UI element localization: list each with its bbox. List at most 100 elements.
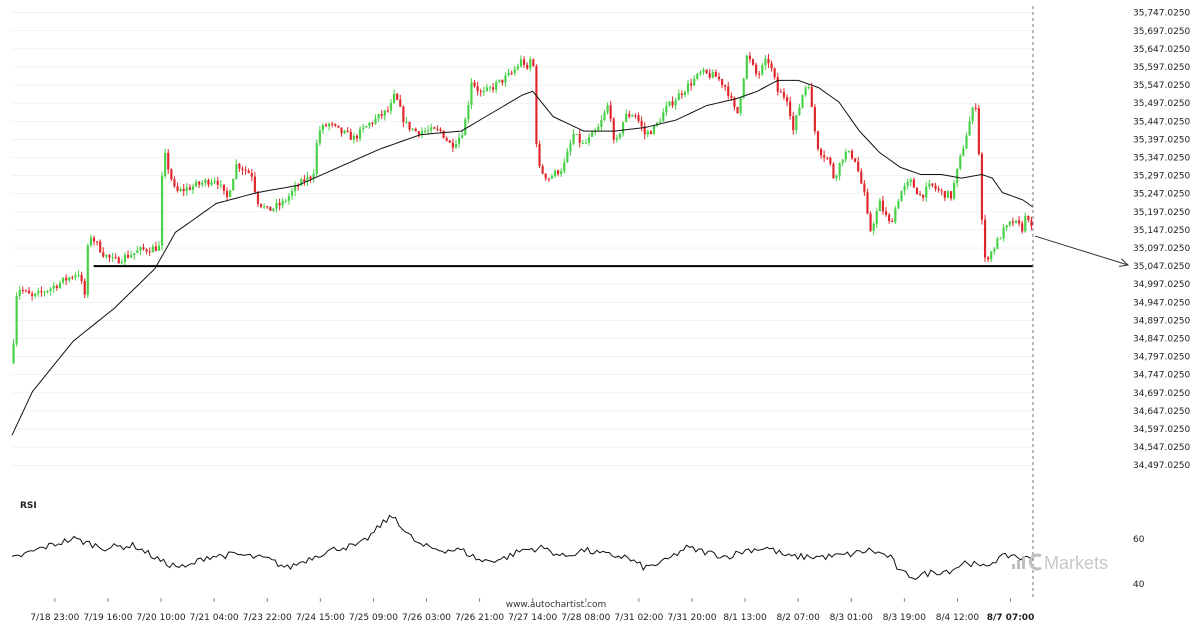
candle-body <box>696 73 699 79</box>
candle-body <box>609 105 612 119</box>
candle-body <box>213 180 216 183</box>
time-tick-label: 7/27 14:00 <box>508 613 557 623</box>
candle-body <box>668 101 671 106</box>
rsi-tick-label: 60 <box>1133 535 1145 545</box>
candle-body <box>68 277 71 281</box>
candle-body <box>216 180 219 185</box>
price-tick-label: 34,647.0250 <box>1133 407 1191 417</box>
candle-body <box>272 208 275 211</box>
candle-body <box>516 66 519 70</box>
candle-body <box>411 128 414 130</box>
candle-body <box>442 130 445 139</box>
candle-body <box>485 87 489 91</box>
candle-body <box>414 128 417 132</box>
candle-body <box>321 124 325 131</box>
price-tick-label: 34,997.0250 <box>1133 280 1191 290</box>
candle-body <box>804 87 807 95</box>
candle-body <box>662 112 665 122</box>
price-tick-label: 34,747.0250 <box>1133 371 1191 381</box>
candle-body <box>423 130 427 132</box>
candle-body <box>408 121 411 130</box>
time-tick-label: 8/3 01:00 <box>830 613 874 623</box>
candle-body <box>256 191 260 204</box>
candle-body <box>785 97 789 102</box>
candle-body <box>724 85 727 87</box>
candle-body <box>529 59 532 69</box>
candle-body <box>328 123 331 127</box>
candle-body <box>389 102 393 111</box>
candle-body <box>1014 220 1018 223</box>
candle-body <box>823 155 826 158</box>
candle-body <box>315 143 318 174</box>
candle-body <box>717 76 721 80</box>
candle-body <box>900 191 903 202</box>
price-tick-label: 34,497.0250 <box>1133 461 1191 471</box>
candle-body <box>637 115 640 121</box>
candle-body <box>309 176 312 179</box>
candle-body <box>776 77 779 92</box>
candle-body <box>244 169 247 171</box>
candle-body <box>504 75 507 83</box>
candle-body <box>563 162 566 172</box>
candle-body <box>281 200 284 206</box>
candle-body <box>720 79 724 86</box>
candle-body <box>15 295 18 344</box>
candle-body <box>693 78 696 86</box>
price-tick-label: 34,897.0250 <box>1133 316 1191 326</box>
candle-body <box>863 183 866 193</box>
candle-body <box>767 58 770 64</box>
candle-body <box>232 178 235 191</box>
candle-body <box>365 125 368 128</box>
candle-body <box>80 274 83 281</box>
candle-body <box>928 183 931 187</box>
candle-body <box>566 151 569 163</box>
candle-body <box>755 64 758 74</box>
candle-body <box>708 73 711 78</box>
candle-body <box>473 82 476 87</box>
candle-body <box>971 107 974 122</box>
candle-body <box>164 152 167 177</box>
candle-body <box>386 110 389 112</box>
candle-body <box>160 176 164 246</box>
candle-body <box>736 106 739 114</box>
candle-body <box>850 151 854 159</box>
candle-body <box>510 72 513 74</box>
candle-body <box>479 91 482 93</box>
candle-body <box>987 257 990 260</box>
candle-body <box>464 119 467 136</box>
candle-body <box>297 185 300 187</box>
candle-body <box>522 59 526 66</box>
candle-body <box>18 289 21 296</box>
candle-body <box>977 108 980 154</box>
candle-body <box>714 71 717 77</box>
candle-body <box>167 152 170 170</box>
candle-body <box>878 200 881 212</box>
candle-body <box>241 168 244 170</box>
candle-body <box>300 179 303 186</box>
candle-body <box>999 238 1002 240</box>
candle-body <box>949 191 953 199</box>
candle-body <box>983 219 987 258</box>
price-tick-label: 35,297.0250 <box>1133 172 1191 182</box>
candle-body <box>884 211 888 215</box>
time-axis: 7/18 23:00 7/19 16:00 7/20 10:00 7/21 04:00… <box>30 598 1034 623</box>
candle-body <box>857 161 860 172</box>
candle-body <box>940 190 943 192</box>
candle-body <box>358 128 362 139</box>
candle-body <box>801 94 804 108</box>
candles-layer <box>12 51 1033 365</box>
candle-body <box>990 251 993 260</box>
candle-body <box>210 182 213 185</box>
candle-body <box>925 186 928 198</box>
candle-body <box>1011 221 1014 223</box>
candle-body <box>686 83 690 92</box>
candle-body <box>968 121 971 136</box>
candle-body <box>798 107 801 116</box>
candle-body <box>108 254 111 258</box>
candle-body <box>49 288 52 291</box>
price-tick-label: 34,597.0250 <box>1133 425 1191 435</box>
candle-body <box>362 127 365 129</box>
candle-body <box>569 143 572 152</box>
candle-body <box>603 112 606 121</box>
candle-body <box>946 191 949 198</box>
